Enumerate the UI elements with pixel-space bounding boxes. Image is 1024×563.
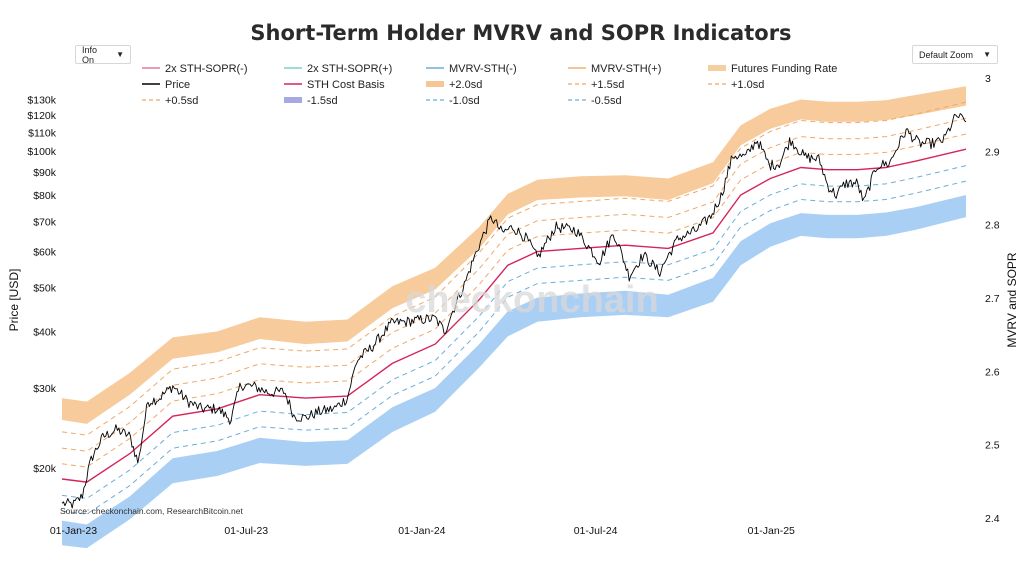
legend-label: 2x STH-SOPR(-) bbox=[165, 63, 248, 75]
legend-item[interactable]: Futures Funding Rate bbox=[708, 63, 837, 75]
legend-item[interactable]: 2x STH-SOPR(-) bbox=[142, 63, 248, 75]
legend-item[interactable]: +0.5sd bbox=[142, 95, 198, 107]
legend-item[interactable]: -1.5sd bbox=[284, 95, 338, 107]
legend-label: MVRV-STH(-) bbox=[449, 63, 517, 75]
legend: 2x STH-SOPR(-) 2x STH-SOPR(+) MVRV-STH(-) M… bbox=[142, 63, 837, 107]
legend-label: +1.5sd bbox=[591, 79, 624, 91]
y2-tick-label: 2.5 bbox=[985, 440, 1000, 452]
legend-label: +2.0sd bbox=[449, 79, 482, 91]
legend-item[interactable]: STH Cost Basis bbox=[284, 79, 385, 91]
legend-item[interactable]: Price bbox=[142, 79, 190, 91]
legend-label: Price bbox=[165, 79, 190, 91]
legend-item[interactable]: -0.5sd bbox=[568, 95, 622, 107]
price-line bbox=[61, 113, 967, 509]
y-tick-label: $60k bbox=[33, 247, 57, 259]
sd-line-plus1-0sd bbox=[61, 117, 967, 452]
price-layer bbox=[61, 113, 967, 509]
y2-tick-label: 2.4 bbox=[985, 513, 1000, 525]
plus-2sd-band bbox=[62, 86, 966, 424]
watermark: checkonchain bbox=[405, 279, 658, 321]
chevron-down-icon: ▼ bbox=[983, 50, 991, 59]
y-tick-label: $100k bbox=[27, 146, 56, 158]
sth-cost-basis-line bbox=[61, 148, 967, 483]
sd-line-plus1-5sd bbox=[61, 101, 967, 436]
axes-layer: $20k $30k $40k $50k $60k $70k $80k $90k $100k $11… bbox=[27, 73, 999, 537]
indicator-lines-layer bbox=[61, 101, 967, 515]
x-tick-label: 01-Jan-25 bbox=[748, 525, 795, 537]
y-axis-title: Price [USD] bbox=[7, 269, 21, 332]
y2-tick-label: 2.8 bbox=[985, 220, 1000, 232]
y-tick-label: $90k bbox=[33, 167, 57, 179]
legend-item[interactable]: -1.0sd bbox=[426, 95, 480, 107]
legend-item[interactable]: 2x STH-SOPR(+) bbox=[284, 63, 392, 75]
x-tick-label: 01-Jan-23 bbox=[50, 525, 97, 537]
legend-item[interactable]: +1.0sd bbox=[708, 79, 764, 91]
legend-label: MVRV-STH(+) bbox=[591, 63, 661, 75]
legend-label: +1.0sd bbox=[731, 79, 764, 91]
y2-tick-label: 2.9 bbox=[985, 146, 1000, 158]
y-tick-label: $40k bbox=[33, 326, 57, 338]
legend-label: Futures Funding Rate bbox=[731, 63, 837, 75]
x-tick-label: 01-Jan-24 bbox=[398, 525, 445, 537]
y-tick-label: $70k bbox=[33, 216, 57, 228]
y2-tick-label: 2.6 bbox=[985, 366, 1000, 378]
legend-label: -1.0sd bbox=[449, 95, 480, 107]
legend-item[interactable]: MVRV-STH(+) bbox=[568, 63, 661, 75]
legend-label: -1.5sd bbox=[307, 95, 338, 107]
band-layer bbox=[62, 86, 966, 549]
y-tick-label: $20k bbox=[33, 463, 57, 475]
chart-title: Short-Term Holder MVRV and SOPR Indicato… bbox=[250, 21, 791, 45]
legend-item[interactable]: +1.5sd bbox=[568, 79, 624, 91]
legend-label: STH Cost Basis bbox=[307, 79, 385, 91]
legend-label: +0.5sd bbox=[165, 95, 198, 107]
x-tick-label: 01-Jul-23 bbox=[224, 525, 268, 537]
legend-label: 2x STH-SOPR(+) bbox=[307, 63, 392, 75]
y-tick-label: $120k bbox=[27, 110, 56, 122]
x-tick-label: 01-Jul-24 bbox=[574, 525, 618, 537]
info-toggle-dropdown[interactable]: Info On ▼ bbox=[75, 44, 131, 65]
sd-line-minus0-5sd bbox=[61, 165, 967, 500]
zoom-dropdown[interactable]: Default Zoom ▼ bbox=[912, 45, 998, 64]
source-note: Source: checkonchain.com, ResearchBitcoi… bbox=[60, 506, 243, 516]
sd-line-minus1-0sd bbox=[61, 180, 967, 515]
info-toggle-label: Info On bbox=[82, 44, 98, 65]
y-tick-label: $50k bbox=[33, 283, 57, 295]
y-tick-label: $110k bbox=[28, 127, 57, 139]
legend-label: -0.5sd bbox=[591, 95, 622, 107]
legend-item[interactable]: +2.0sd bbox=[426, 79, 482, 91]
y-tick-label: $80k bbox=[33, 190, 57, 202]
y2-axis-title: MVRV and SOPR bbox=[1005, 252, 1019, 347]
zoom-label: Default Zoom bbox=[919, 49, 974, 60]
y2-tick-label: 2.7 bbox=[985, 293, 1000, 305]
y-tick-label: $30k bbox=[33, 383, 57, 395]
y-tick-label: $130k bbox=[27, 94, 56, 106]
minus-1-5sd-band bbox=[62, 195, 966, 549]
sd-line-plus0-5sd bbox=[61, 133, 967, 468]
y2-tick-label: 3 bbox=[985, 73, 991, 85]
chevron-down-icon: ▼ bbox=[116, 50, 124, 59]
legend-item[interactable]: MVRV-STH(-) bbox=[426, 63, 517, 75]
